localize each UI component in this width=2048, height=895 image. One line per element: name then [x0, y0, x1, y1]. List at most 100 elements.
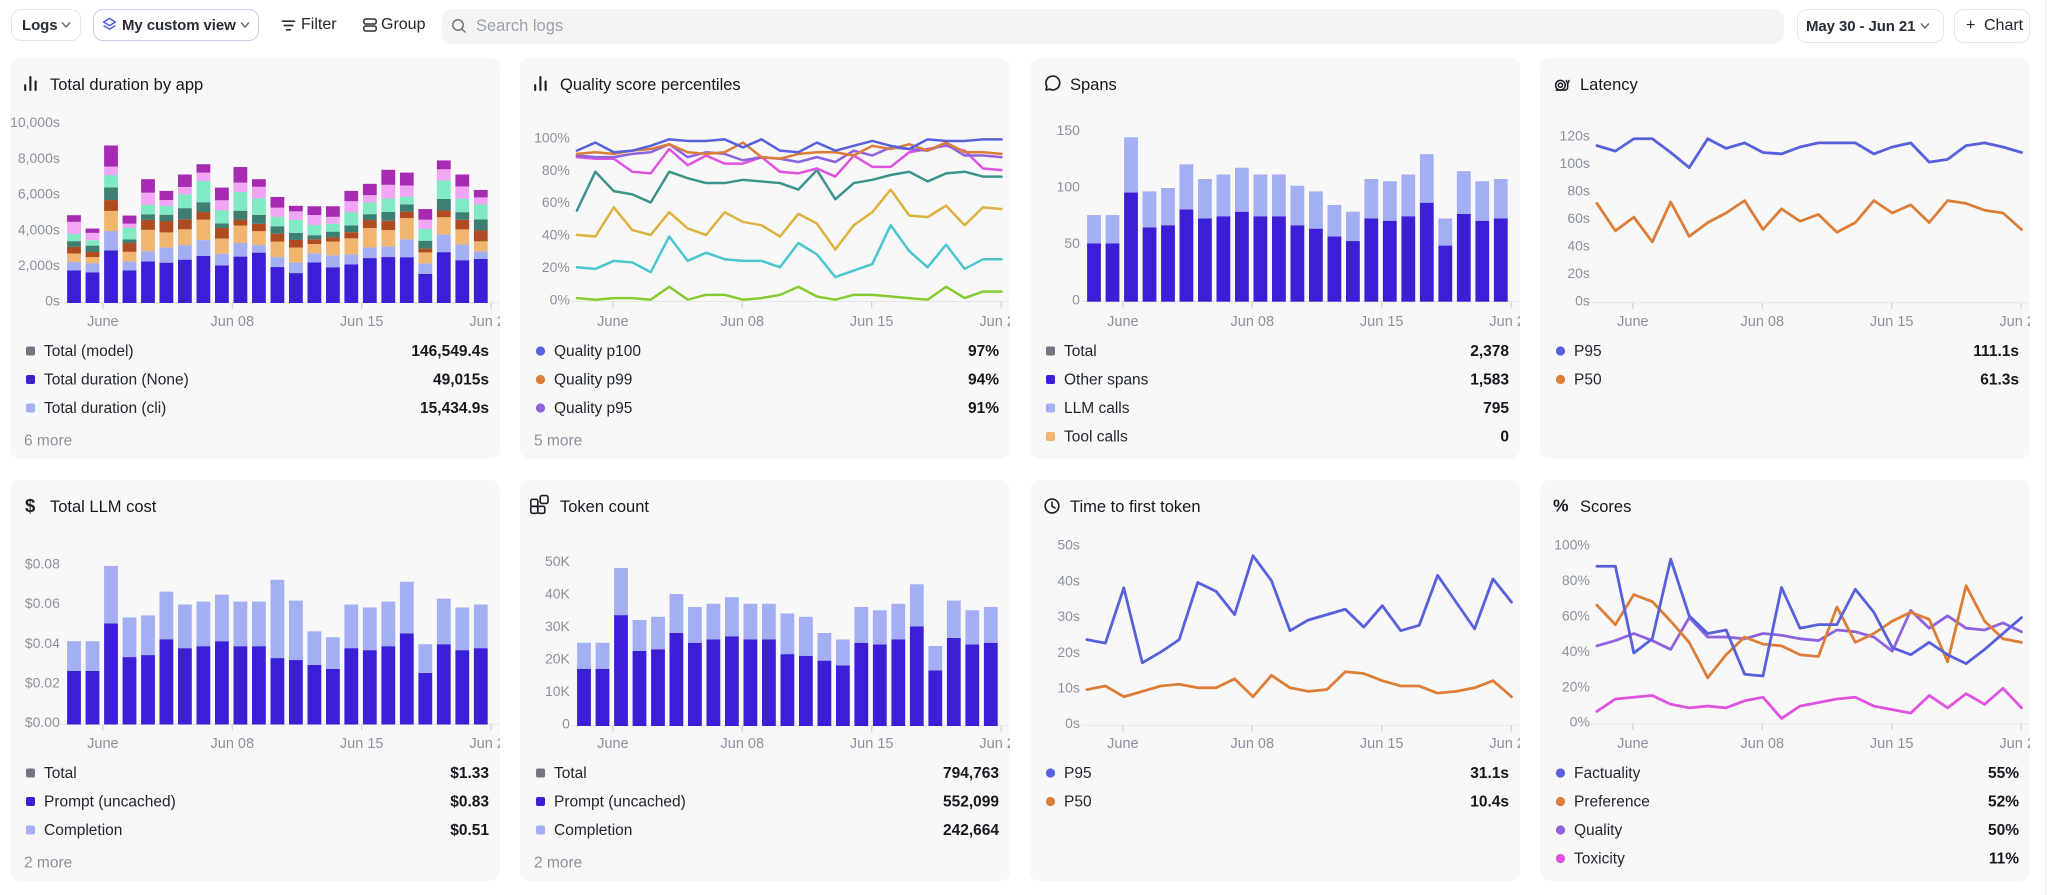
svg-text:Total LLM cost: Total LLM cost: [50, 498, 157, 516]
svg-text:0s: 0s: [1065, 715, 1080, 731]
svg-text:Jun 15: Jun 15: [850, 736, 894, 752]
svg-text:52%: 52%: [1988, 794, 2019, 811]
svg-text:Jun 08: Jun 08: [211, 736, 255, 752]
svg-text:$0.06: $0.06: [25, 595, 60, 611]
svg-text:Quality: Quality: [1574, 822, 1622, 839]
svg-text:0%: 0%: [550, 291, 570, 307]
svg-text:111.1s: 111.1s: [1973, 343, 2019, 360]
svg-text:Quality p95: Quality p95: [554, 400, 632, 417]
svg-text:80%: 80%: [1562, 572, 1590, 588]
svg-text:$0.51: $0.51: [450, 822, 489, 839]
svg-text:49,015s: 49,015s: [433, 372, 489, 389]
svg-text:0%: 0%: [1570, 714, 1590, 730]
svg-text:6,000s: 6,000s: [18, 186, 60, 202]
svg-text:June: June: [1617, 314, 1648, 330]
svg-text:795: 795: [1483, 400, 1509, 417]
svg-text:100%: 100%: [1554, 537, 1590, 553]
svg-text:146,549.4s: 146,549.4s: [411, 343, 489, 360]
svg-text:20%: 20%: [542, 259, 570, 275]
svg-text:Jun 15: Jun 15: [1870, 314, 1914, 330]
svg-text:10s: 10s: [1057, 680, 1080, 696]
svg-text:Quality score percentiles: Quality score percentiles: [560, 76, 741, 94]
svg-text:31.1s: 31.1s: [1470, 765, 1509, 782]
svg-text:150: 150: [1057, 122, 1081, 138]
svg-text:Jun 22: Jun 22: [1489, 314, 1520, 330]
svg-text:20s: 20s: [1057, 644, 1080, 660]
svg-text:0s: 0s: [1575, 293, 1590, 309]
svg-text:Jun 22: Jun 22: [979, 736, 1010, 752]
svg-text:June: June: [1617, 736, 1648, 752]
svg-text:Jun 15: Jun 15: [1360, 736, 1404, 752]
svg-text:Jun 08: Jun 08: [721, 314, 765, 330]
svg-text:40%: 40%: [542, 227, 570, 243]
svg-text:0: 0: [562, 716, 570, 732]
svg-text:60%: 60%: [1562, 608, 1590, 624]
svg-text:94%: 94%: [968, 372, 999, 389]
svg-text:60s: 60s: [1567, 210, 1590, 226]
svg-text:10K: 10K: [545, 683, 571, 699]
svg-text:Jun 08: Jun 08: [211, 314, 255, 330]
svg-text:$0.04: $0.04: [25, 635, 60, 651]
svg-text:Total: Total: [554, 765, 587, 782]
svg-text:June: June: [597, 736, 628, 752]
svg-text:11%: 11%: [1989, 851, 2019, 868]
svg-text:100s: 100s: [1560, 155, 1590, 171]
svg-text:50K: 50K: [545, 553, 571, 569]
svg-text:Quality p100: Quality p100: [554, 343, 641, 360]
svg-text:40s: 40s: [1057, 572, 1080, 588]
svg-text:0: 0: [1072, 291, 1080, 307]
svg-text:Jun 22: Jun 22: [469, 736, 500, 752]
svg-text:20%: 20%: [1562, 678, 1590, 694]
svg-text:Prompt (uncached): Prompt (uncached): [554, 794, 686, 811]
svg-text:P50: P50: [1064, 794, 1092, 811]
svg-text:June: June: [597, 314, 628, 330]
svg-text:$: $: [25, 495, 36, 516]
svg-text:P95: P95: [1574, 343, 1602, 360]
svg-text:10,000s: 10,000s: [10, 114, 60, 130]
svg-text:Jun 08: Jun 08: [721, 736, 765, 752]
svg-text:Time to first token: Time to first token: [1070, 498, 1201, 516]
svg-text:120s: 120s: [1560, 128, 1590, 144]
svg-text:Completion: Completion: [554, 822, 632, 839]
svg-text:Completion: Completion: [44, 822, 122, 839]
svg-text:Jun 15: Jun 15: [1870, 736, 1914, 752]
svg-text:40%: 40%: [1562, 643, 1590, 659]
svg-text:61.3s: 61.3s: [1980, 372, 2019, 389]
svg-text:242,664: 242,664: [943, 822, 999, 839]
svg-text:LLM calls: LLM calls: [1064, 400, 1130, 417]
svg-text:Spans: Spans: [1070, 76, 1117, 94]
svg-text:Jun 22: Jun 22: [1999, 314, 2030, 330]
svg-text:100: 100: [1057, 179, 1081, 195]
svg-text:Preference: Preference: [1574, 794, 1650, 811]
svg-text:Jun 22: Jun 22: [1489, 736, 1520, 752]
svg-text:Jun 22: Jun 22: [979, 314, 1010, 330]
svg-text:91%: 91%: [968, 400, 999, 417]
svg-text:30K: 30K: [545, 618, 571, 634]
svg-text:1,583: 1,583: [1470, 372, 1509, 389]
svg-text:$1.33: $1.33: [450, 765, 489, 782]
svg-text:40s: 40s: [1567, 238, 1590, 254]
svg-text:Jun 08: Jun 08: [1231, 736, 1275, 752]
svg-text:5 more: 5 more: [534, 432, 582, 449]
svg-text:Jun 15: Jun 15: [340, 736, 384, 752]
svg-text:60%: 60%: [542, 194, 570, 210]
svg-text:552,099: 552,099: [943, 794, 999, 811]
svg-text:$0.83: $0.83: [450, 794, 489, 811]
svg-text:8,000s: 8,000s: [18, 150, 60, 166]
svg-text:Toxicity: Toxicity: [1574, 851, 1625, 868]
svg-text:Other spans: Other spans: [1064, 372, 1149, 389]
svg-text:Latency: Latency: [1580, 76, 1639, 94]
svg-text:June: June: [1107, 736, 1138, 752]
svg-text:2,378: 2,378: [1470, 343, 1509, 360]
svg-text:Tool calls: Tool calls: [1064, 429, 1128, 446]
svg-text:Jun 22: Jun 22: [1999, 736, 2030, 752]
svg-text:$0.02: $0.02: [25, 675, 60, 691]
svg-text:Total: Total: [44, 765, 77, 782]
svg-text:80%: 80%: [542, 162, 570, 178]
svg-text:P95: P95: [1064, 765, 1092, 782]
svg-text:Total (model): Total (model): [44, 343, 134, 360]
svg-text:$0.08: $0.08: [25, 556, 60, 572]
svg-text:Jun 08: Jun 08: [1741, 736, 1785, 752]
svg-text:10.4s: 10.4s: [1470, 794, 1509, 811]
svg-text:Quality p99: Quality p99: [554, 372, 632, 389]
